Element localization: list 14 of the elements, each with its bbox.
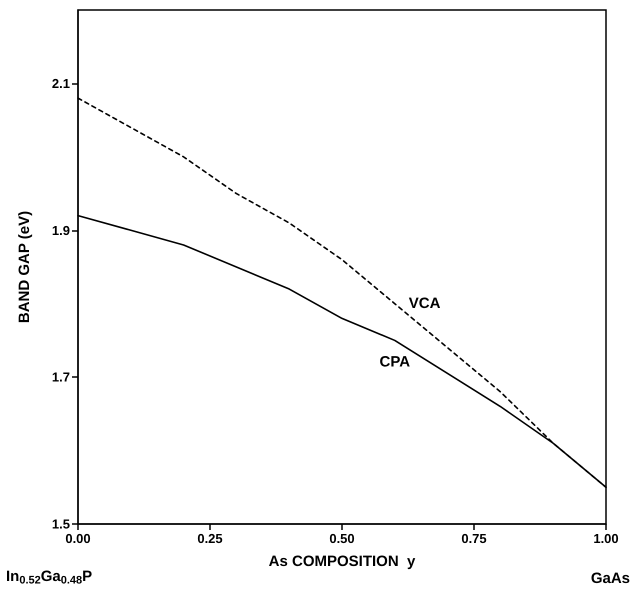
y-axis-title: BAND GAP (eV) (16, 210, 33, 324)
series-label: VCA (408, 295, 441, 312)
y-tick-label: 1.5 (52, 516, 70, 532)
x-axis-title: As COMPOSITION y (268, 553, 416, 570)
x-tick-label: 1.00 (593, 531, 619, 546)
y-tick-label: 2.1 (52, 76, 70, 91)
y-tick-label: 1.7 (52, 370, 70, 385)
series-label: CPA (380, 353, 410, 370)
x-tick-label: 0.00 (65, 531, 91, 546)
y-tick-label: 1.9 (52, 222, 70, 238)
x-tick-label: 0.25 (197, 531, 223, 546)
x-tick-label: 0.50 (329, 531, 355, 546)
text: GaAs (590, 570, 630, 587)
x-tick-label: 0.75 (461, 531, 487, 546)
